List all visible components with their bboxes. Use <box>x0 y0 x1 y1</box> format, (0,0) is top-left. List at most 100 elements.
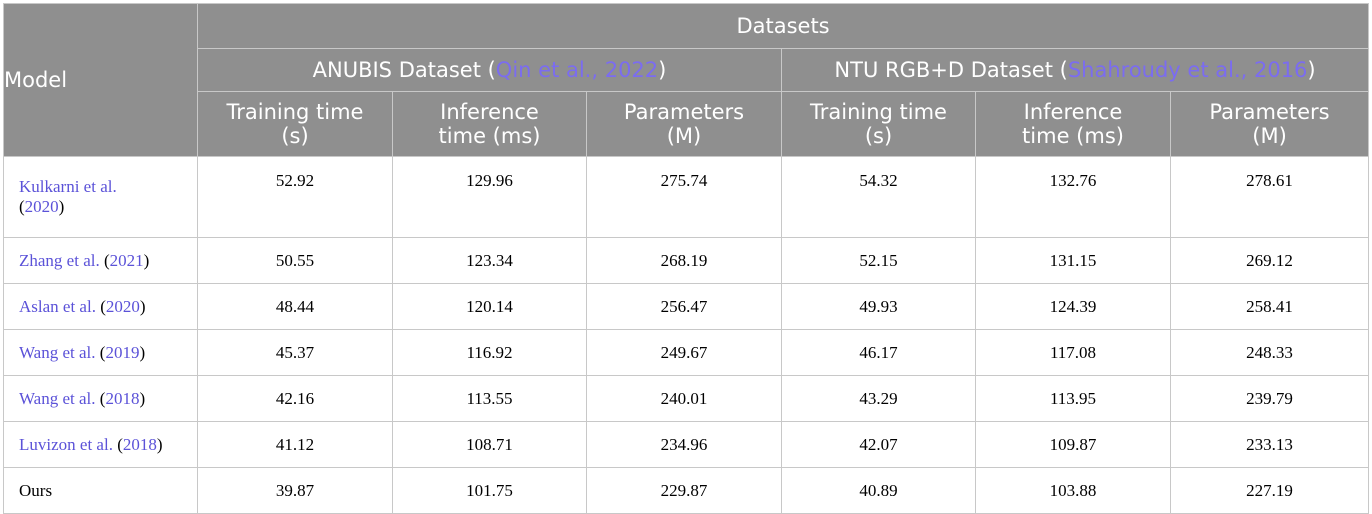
model-cell: Aslan et al. (2020) <box>3 283 198 330</box>
metric-unit: time (ms) <box>1022 124 1124 148</box>
citation-paren-open: ( <box>103 250 110 270</box>
value-cell: 268.19 <box>586 237 782 284</box>
metric-line: Training time <box>810 100 947 124</box>
value-cell: 45.37 <box>197 329 393 376</box>
value-cell: 113.95 <box>975 375 1171 422</box>
value-cell: 54.32 <box>781 156 976 238</box>
anubis-close-paren: ) <box>658 58 667 82</box>
metric-unit: (M) <box>666 124 702 148</box>
ntu-inference-time-header: Inference time (ms) <box>975 91 1171 157</box>
value-cell: 50.55 <box>197 237 393 284</box>
anubis-citation-link[interactable]: Qin et al., 2022 <box>495 58 659 82</box>
metric-line: Parameters <box>1209 100 1330 124</box>
citation-year-link[interactable]: 2018 <box>122 434 157 454</box>
metric-line: Inference <box>440 100 539 124</box>
table-row: Wang et al. (2018) 42.16 113.55 240.01 4… <box>3 375 1370 422</box>
citation-author-link[interactable]: Luvizon et al. <box>19 434 113 454</box>
value-cell: 113.55 <box>392 375 587 422</box>
citation-paren-open: ( <box>100 296 106 316</box>
metric-unit: (M) <box>1252 124 1287 148</box>
value-cell: 108.71 <box>392 421 587 468</box>
anubis-dataset-name: ANUBIS Dataset ( <box>312 58 496 82</box>
results-table: Model Datasets ANUBIS Dataset (Qin et al… <box>3 3 1370 514</box>
model-cell: Wang et al. (2019) <box>3 329 198 376</box>
value-cell: 116.92 <box>392 329 587 376</box>
value-cell: 248.33 <box>1169 329 1370 376</box>
citation-year-link[interactable]: 2020 <box>105 296 140 316</box>
citation-author-link[interactable]: Zhang et al. <box>19 250 100 270</box>
metric-line: Training time <box>226 100 364 124</box>
value-cell: 101.75 <box>392 467 587 514</box>
citation-year-link[interactable]: 2018 <box>105 388 140 408</box>
anubis-dataset-header: ANUBIS Dataset (Qin et al., 2022) <box>197 48 782 92</box>
value-cell: 52.15 <box>781 237 976 284</box>
citation-year-link[interactable]: 2019 <box>105 342 140 362</box>
metric-unit: (s) <box>281 124 309 148</box>
value-cell: 234.96 <box>586 421 782 468</box>
value-cell: 124.39 <box>975 283 1171 330</box>
table-row: Luvizon et al. (2018) 41.12 108.71 234.9… <box>3 421 1370 468</box>
table-row: Zhang et al. (2021) 50.55 123.34 268.19 … <box>3 237 1370 284</box>
citation-paren-close: ) <box>139 296 146 316</box>
value-cell: 40.89 <box>781 467 976 514</box>
value-cell: 109.87 <box>975 421 1171 468</box>
model-cell: Luvizon et al. (2018) <box>3 421 198 468</box>
citation-author-link[interactable]: Kulkarni et al. <box>19 177 117 196</box>
value-cell: 52.92 <box>197 156 393 238</box>
citation-paren-close: ) <box>139 342 146 362</box>
value-cell: 49.93 <box>781 283 976 330</box>
value-cell: 43.29 <box>781 375 976 422</box>
table-row: Kulkarni et al. (2020) 52.92 129.96 275.7… <box>3 156 1370 238</box>
table-header: Model Datasets ANUBIS Dataset (Qin et al… <box>3 3 1370 157</box>
value-cell: 240.01 <box>586 375 782 422</box>
value-cell: 233.13 <box>1169 421 1370 468</box>
value-cell: 269.12 <box>1169 237 1370 284</box>
value-cell: 278.61 <box>1169 156 1370 238</box>
citation-paren-open: ( <box>19 197 25 216</box>
value-cell: 41.12 <box>197 421 393 468</box>
datasets-group-header: Datasets <box>196 3 1370 49</box>
citation-paren-close: ) <box>139 388 146 408</box>
anubis-inference-time-header: Inference time (ms) <box>392 91 587 157</box>
citation-paren-open: ( <box>99 388 106 408</box>
citation-paren-open: ( <box>117 434 123 454</box>
value-cell: 258.41 <box>1169 283 1370 330</box>
value-cell: 256.47 <box>586 283 782 330</box>
citation-author-link[interactable]: Aslan et al. <box>19 296 96 316</box>
model-cell: Kulkarni et al. (2020) <box>3 156 198 238</box>
model-cell-ours: Ours <box>3 467 198 514</box>
ntu-dataset-header: NTU RGB+D Dataset (Shahroudy et al., 201… <box>780 48 1370 92</box>
value-cell: 46.17 <box>781 329 976 376</box>
value-cell: 132.76 <box>975 156 1171 238</box>
value-cell: 42.16 <box>197 375 393 422</box>
table-row: Wang et al. (2019) 45.37 116.92 249.67 4… <box>3 329 1370 376</box>
metric-unit: time (ms) <box>438 124 541 148</box>
value-cell: 239.79 <box>1169 375 1370 422</box>
ntu-close-paren: ) <box>1307 58 1316 82</box>
model-cell: Zhang et al. (2021) <box>3 237 198 284</box>
citation-year-link[interactable]: 2020 <box>24 197 59 216</box>
metric-unit: (s) <box>864 124 893 148</box>
citation-author-link[interactable]: Wang et al. <box>19 342 96 362</box>
value-cell: 123.34 <box>392 237 587 284</box>
metric-line: Parameters <box>623 100 745 124</box>
ntu-citation-link[interactable]: Shahroudy et al., 2016 <box>1067 58 1308 82</box>
value-cell: 249.67 <box>586 329 782 376</box>
citation-paren-close: ) <box>58 197 65 216</box>
citation-paren-open: ( <box>99 342 106 362</box>
model-cell: Wang et al. (2018) <box>3 375 198 422</box>
model-column-header: Model <box>3 3 198 157</box>
value-cell: 103.88 <box>975 467 1171 514</box>
ntu-dataset-name: NTU RGB+D Dataset ( <box>834 58 1068 82</box>
value-cell: 229.87 <box>586 467 782 514</box>
value-cell: 227.19 <box>1169 467 1370 514</box>
value-cell: 39.87 <box>197 467 393 514</box>
citation-author-link[interactable]: Wang et al. <box>19 388 96 408</box>
citation-year-link[interactable]: 2021 <box>109 250 144 270</box>
anubis-parameters-header: Parameters (M) <box>586 91 782 157</box>
value-cell: 129.96 <box>392 156 587 238</box>
value-cell: 120.14 <box>392 283 587 330</box>
table-body: Kulkarni et al. (2020) 52.92 129.96 275.7… <box>3 156 1370 514</box>
metric-line: Inference <box>1023 100 1123 124</box>
value-cell: 42.07 <box>781 421 976 468</box>
